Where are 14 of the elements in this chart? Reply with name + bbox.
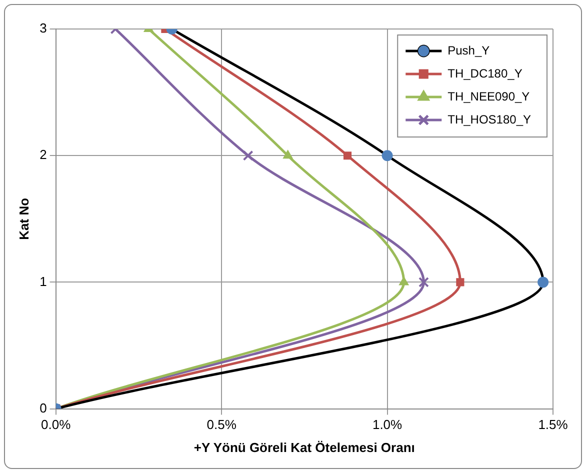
y-axis-title: Kat No <box>16 198 32 240</box>
y-tick-label: 1 <box>40 274 47 289</box>
y-tick-label: 3 <box>40 20 47 36</box>
x-tick-label: 0.0% <box>41 417 72 432</box>
legend-label: TH_HOS180_Y <box>448 112 531 126</box>
x-tick-label: 0.5% <box>206 417 237 432</box>
y-tick-label: 2 <box>40 147 47 162</box>
x-tick-label: 1.5% <box>538 417 568 432</box>
x-tick-label: 1.0% <box>372 417 403 432</box>
x-axis-title: +Y Yönü Göreli Kat Ötelemesi Oranı <box>194 440 415 455</box>
y-tick-label: 0 <box>40 400 47 416</box>
legend-label: TH_NEE090_Y <box>448 89 530 104</box>
legend-label: Push_Y <box>448 43 490 58</box>
legend-label: TH_DC180_Y <box>448 66 522 80</box>
